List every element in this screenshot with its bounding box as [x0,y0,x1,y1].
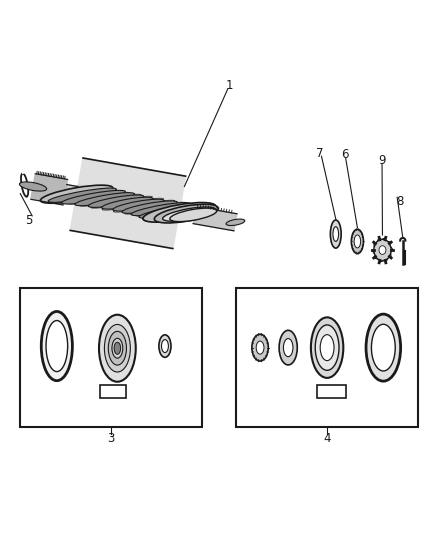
Ellipse shape [320,335,334,361]
Bar [100,384,126,398]
Ellipse shape [256,341,264,354]
Ellipse shape [143,203,215,222]
Polygon shape [31,174,67,205]
Ellipse shape [330,220,341,248]
Ellipse shape [162,340,168,352]
Ellipse shape [139,204,205,218]
Ellipse shape [371,324,395,371]
Text: 6: 6 [342,148,349,161]
Ellipse shape [226,219,245,225]
Ellipse shape [88,195,144,207]
Ellipse shape [354,235,360,248]
Ellipse shape [136,204,197,216]
Bar [236,288,418,426]
Ellipse shape [374,239,391,261]
Text: 9: 9 [379,154,386,167]
Polygon shape [193,207,237,231]
Text: 4: 4 [323,432,331,445]
Ellipse shape [75,192,134,206]
Ellipse shape [108,332,127,365]
Ellipse shape [154,204,218,223]
Text: 8: 8 [396,195,403,208]
Ellipse shape [104,325,131,372]
Polygon shape [70,158,186,248]
Ellipse shape [113,200,175,212]
Ellipse shape [112,338,123,358]
Polygon shape [64,184,78,202]
Ellipse shape [252,334,268,361]
Ellipse shape [48,188,117,203]
Ellipse shape [102,197,153,209]
Ellipse shape [315,325,339,370]
Ellipse shape [351,229,364,254]
Ellipse shape [19,182,47,191]
Ellipse shape [311,317,343,378]
Ellipse shape [91,196,152,208]
Ellipse shape [41,311,72,381]
Ellipse shape [379,246,386,254]
Text: 1: 1 [226,79,233,92]
Text: 7: 7 [316,147,324,160]
Ellipse shape [122,201,177,213]
Polygon shape [75,185,181,222]
Ellipse shape [80,194,141,206]
Bar [317,384,346,398]
Ellipse shape [125,202,186,214]
Ellipse shape [40,185,113,203]
Ellipse shape [170,208,217,222]
Ellipse shape [162,207,215,221]
Ellipse shape [46,320,67,372]
Ellipse shape [114,342,120,354]
Ellipse shape [131,203,191,216]
Ellipse shape [143,203,215,221]
Ellipse shape [366,314,401,381]
Ellipse shape [68,192,130,204]
Text: 5: 5 [25,214,32,227]
Ellipse shape [333,227,339,241]
Ellipse shape [61,190,125,204]
Ellipse shape [113,199,164,211]
Ellipse shape [279,330,297,365]
Ellipse shape [102,198,163,210]
Ellipse shape [159,335,171,357]
Text: 3: 3 [107,432,115,445]
Ellipse shape [99,314,136,382]
Ellipse shape [283,338,293,357]
Bar [20,288,202,426]
Ellipse shape [57,190,119,202]
